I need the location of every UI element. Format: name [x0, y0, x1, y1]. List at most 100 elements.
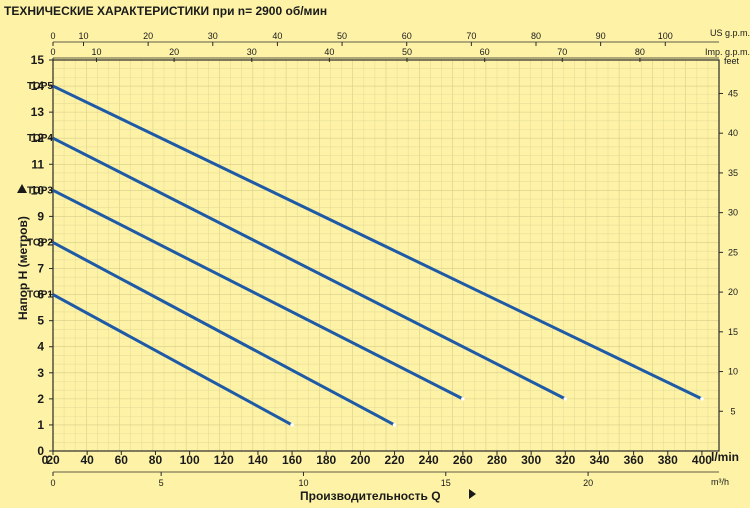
- us-gpm-tick-label: 50: [337, 31, 347, 41]
- y-tick-label: 3: [37, 366, 44, 380]
- imp-gpm-tick-label: 60: [480, 47, 490, 57]
- imp-gpm-tick-label: 20: [169, 47, 179, 57]
- y-tick-label: 13: [31, 105, 45, 119]
- us-gpm-unit-label: US g.p.m.: [710, 28, 750, 38]
- series-label-top2: TOP2: [27, 237, 53, 248]
- imp-gpm-tick-label: 0: [50, 47, 55, 57]
- series-label-top3: TOP3: [27, 185, 53, 196]
- y-tick-label: 5: [37, 314, 44, 328]
- x-axis-imp-gpm: 0 10 20 30 40 50 60 70 80: [50, 47, 719, 62]
- x-tick-label: 360: [624, 453, 644, 467]
- lpm-unit-label: l/min: [711, 450, 739, 464]
- x-tick-label: 40: [80, 453, 94, 467]
- series-line-top1: [52, 293, 293, 427]
- feet-tick-label: 25: [728, 247, 738, 257]
- y-axis-feet: 5 10 15 20 25 30 35 40 45: [719, 88, 738, 416]
- m3h-tick-label: 10: [298, 478, 308, 488]
- x-tick-label: 60: [115, 453, 129, 467]
- x-tick-label: 400: [692, 453, 712, 467]
- feet-tick-label: 35: [728, 168, 738, 178]
- x-tick-label: 320: [555, 453, 575, 467]
- feet-tick-label: 40: [728, 128, 738, 138]
- plot-frame: [52, 59, 720, 452]
- x-tick-label: 240: [419, 453, 439, 467]
- m3h-tick-label: 15: [441, 478, 451, 488]
- feet-tick-label: 30: [728, 208, 738, 218]
- x-tick-label: 180: [316, 453, 336, 467]
- x-axis-lpm: 020 40 60 80 100 120 140 160 180 200 220 240 260 280 3…: [42, 451, 712, 467]
- series-end-dot: [392, 423, 397, 427]
- x-tick-label: 280: [487, 453, 507, 467]
- series-label-top1: TOP1: [27, 290, 53, 301]
- m3h-unit-label: m³/h: [711, 477, 729, 487]
- us-gpm-tick-label: 30: [208, 31, 218, 41]
- series-end-dot: [290, 423, 294, 427]
- x-tick-label: 200: [350, 453, 370, 467]
- chart-title: ТЕХНИЧЕСКИЕ ХАРАКТЕРИСТИКИ при n= 2900 о…: [4, 4, 327, 18]
- imp-gpm-tick-label: 50: [402, 47, 412, 57]
- x-axis-arrow-icon: [469, 489, 476, 499]
- m3h-tick-label: 0: [50, 478, 55, 488]
- y-tick-label: 1: [37, 418, 44, 432]
- x-tick-label: 0: [42, 453, 49, 467]
- feet-tick-label: 20: [728, 287, 738, 297]
- y-tick-label: 6: [37, 288, 44, 302]
- series-line-top2: [52, 241, 396, 427]
- x-axis-us-gpm: 0 10 20 30 40 50 60 70 80 90 100: [50, 31, 719, 46]
- y-tick-label: 9: [37, 209, 44, 223]
- y-tick-label: 8: [37, 235, 44, 249]
- x-tick-label: 340: [589, 453, 609, 467]
- x-tick-label: 120: [214, 453, 234, 467]
- us-gpm-tick-label: 80: [531, 31, 541, 41]
- series-end-dot: [563, 397, 568, 401]
- y-tick-label: 2: [37, 392, 44, 406]
- x-tick-label: 260: [453, 453, 473, 467]
- x-tick-label: 20: [46, 453, 60, 467]
- us-gpm-tick-label: 90: [596, 31, 606, 41]
- m3h-tick-label: 5: [159, 478, 164, 488]
- series-line-top3: [52, 188, 464, 401]
- chart-series: TOP1 TOP2 TOP3 TOP4 TOP5: [27, 81, 704, 427]
- y-tick-label: 12: [31, 131, 45, 145]
- us-gpm-tick-label: 20: [143, 31, 153, 41]
- feet-tick-label: 5: [730, 406, 735, 416]
- imp-gpm-tick-label: 30: [247, 47, 257, 57]
- x-tick-label: 160: [282, 453, 302, 467]
- y-tick-label: 0: [37, 444, 44, 458]
- x-tick-label: 300: [521, 453, 541, 467]
- y-tick-label: 14: [31, 79, 45, 93]
- imp-gpm-tick-label: 10: [91, 47, 101, 57]
- feet-tick-label: 45: [728, 88, 738, 98]
- chart-grid: [53, 60, 719, 451]
- x-tick-label: 80: [149, 453, 163, 467]
- series-end-dot: [461, 397, 465, 401]
- imp-gpm-unit-label: Imp. g.p.m.: [705, 47, 750, 57]
- series-line-top4: [52, 136, 566, 401]
- y-tick-label: 4: [37, 340, 44, 354]
- x-tick-label: 220: [385, 453, 405, 467]
- series-label-top5: TOP5: [27, 81, 53, 92]
- y-axis-title: Напор Н (метров): [16, 216, 30, 320]
- feet-tick-label: 15: [728, 327, 738, 337]
- y-tick-label: 11: [31, 157, 44, 171]
- imp-gpm-tick-label: 70: [557, 47, 567, 57]
- feet-unit-label: feet: [724, 56, 740, 66]
- feet-tick-label: 10: [728, 367, 738, 377]
- y-tick-label: 10: [31, 183, 45, 197]
- series-line-top5: [52, 84, 703, 401]
- x-tick-label: 140: [248, 453, 268, 467]
- x-tick-label: 100: [180, 453, 200, 467]
- y-tick-label: 15: [31, 53, 45, 67]
- x-tick-label: 380: [658, 453, 678, 467]
- us-gpm-tick-label: 40: [272, 31, 282, 41]
- imp-gpm-tick-label: 40: [324, 47, 334, 57]
- imp-gpm-tick-label: 80: [635, 47, 645, 57]
- x-axis-m3h: 0 5 10 15 20: [50, 471, 719, 488]
- us-gpm-tick-label: 100: [658, 31, 673, 41]
- y-axis-arrow-icon: [17, 184, 27, 193]
- m3h-tick-label: 20: [583, 478, 593, 488]
- series-end-dot: [700, 397, 704, 401]
- us-gpm-tick-label: 70: [466, 31, 476, 41]
